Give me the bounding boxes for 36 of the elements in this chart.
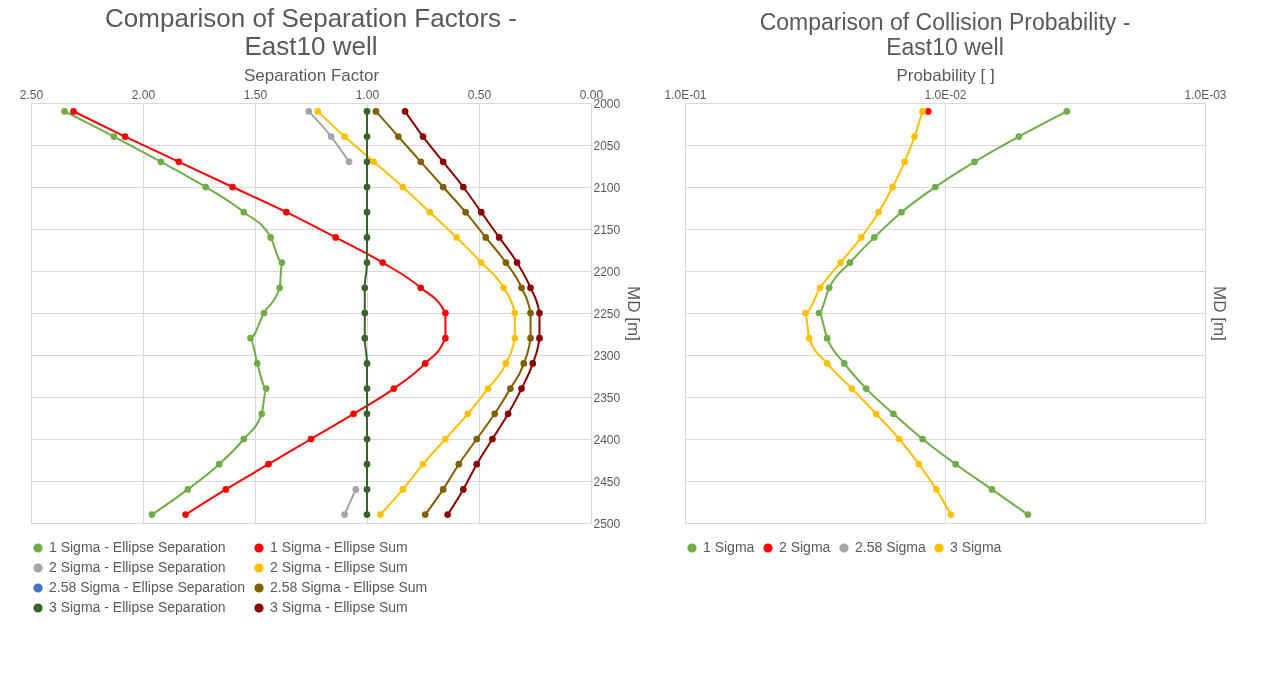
x-tick-label: 1.0E-01 — [664, 87, 707, 102]
x-tick-label: 1.00 — [355, 87, 380, 102]
chart-title: Comparison of Collision Probability - East10 well — [759, 9, 1131, 60]
y-tick-label: 2400 — [593, 432, 621, 447]
y-tick-label: 2200 — [593, 264, 621, 279]
legend-label: 1 Sigma — [703, 539, 755, 555]
x-tick-label: 0.50 — [467, 87, 492, 102]
x-tick-label: 1.0E-03 — [1184, 87, 1227, 102]
y-tick-label: 2300 — [593, 348, 621, 363]
y-tick-label: 2050 — [593, 138, 621, 153]
legend-label: 2 Sigma — [779, 539, 831, 555]
x-tick-label: 1.0E-02 — [924, 87, 967, 102]
legend-label: 3 Sigma - Ellipse Sum — [270, 599, 408, 615]
x-tick-label: 1.50 — [243, 87, 268, 102]
legend-label: 2.58 Sigma - Ellipse Separation — [49, 579, 246, 595]
x-tick-label: 2.50 — [19, 87, 44, 102]
y-tick-label: 2100 — [593, 180, 621, 195]
legend-label: 2 Sigma - Ellipse Separation — [49, 559, 226, 575]
y-tick-label: 2250 — [593, 306, 621, 321]
y-axis-title: MD [m] — [624, 286, 644, 341]
legend-label: 1 Sigma - Ellipse Sum — [270, 539, 408, 555]
legend-label: 2 Sigma - Ellipse Sum — [270, 559, 408, 575]
y-tick-label: 2500 — [593, 516, 621, 531]
legend-label: 2.58 Sigma — [855, 539, 927, 555]
y-tick-label: 2150 — [593, 222, 621, 237]
y-axis-title: MD [m] — [1209, 286, 1229, 341]
y-tick-label: 2350 — [593, 390, 621, 405]
x-axis-title: Separation Factor — [243, 65, 380, 85]
y-tick-label: 2450 — [593, 474, 621, 489]
legend-label: 2.58 Sigma - Ellipse Sum — [270, 579, 428, 595]
legend-label: 3 Sigma — [950, 539, 1002, 555]
x-axis-title: Probability [ ] — [896, 65, 995, 85]
x-tick-label: 2.00 — [131, 87, 156, 102]
chart-title: Comparison of Separation Factors - East10 well — [105, 3, 517, 61]
legend-label: 3 Sigma - Ellipse Separation — [49, 599, 226, 615]
legend-label: 1 Sigma - Ellipse Separation — [49, 539, 226, 555]
